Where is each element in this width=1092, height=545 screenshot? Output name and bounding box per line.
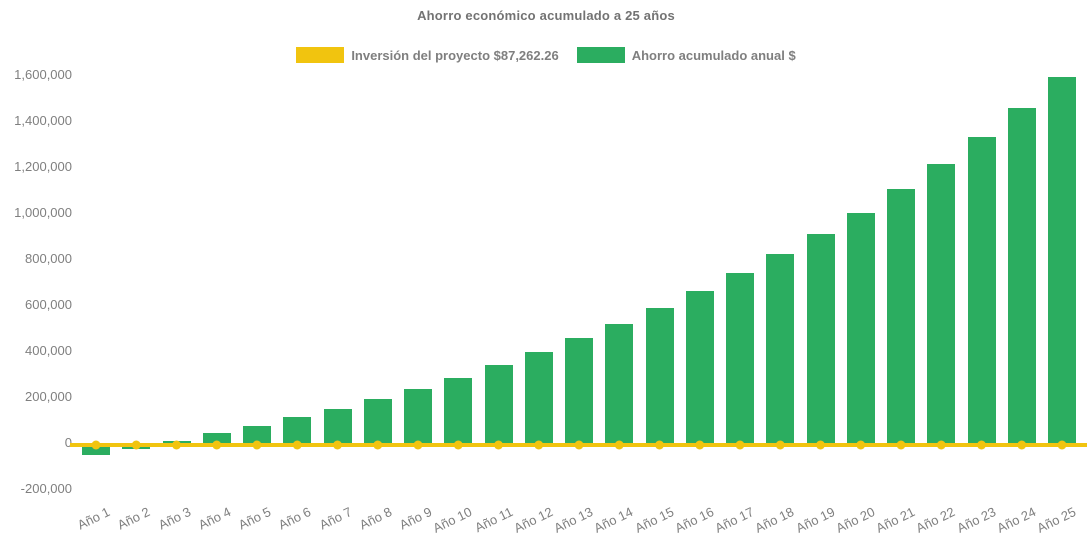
- bar: [484, 364, 513, 443]
- bar: [202, 432, 231, 443]
- line-marker: [172, 440, 181, 450]
- bar: [766, 253, 795, 443]
- legend-item: Ahorro acumulado anual $: [576, 47, 796, 63]
- bar: [967, 137, 996, 443]
- chart-title: Ahorro económico acumulado a 25 años: [417, 8, 675, 23]
- bar: [1048, 77, 1076, 443]
- legend-label: Ahorro acumulado anual $: [631, 47, 796, 63]
- line-marker: [735, 440, 745, 450]
- line-marker: [655, 440, 664, 450]
- line-marker: [896, 440, 906, 450]
- line-marker: [936, 440, 946, 450]
- bar: [605, 324, 634, 443]
- bar: [323, 408, 352, 443]
- legend-label: Inversión del proyecto $87,262.26: [351, 47, 559, 63]
- legend-swatch: [576, 47, 625, 63]
- bar: [806, 233, 835, 443]
- bar: [444, 377, 473, 443]
- y-tick-label: 0: [64, 435, 72, 450]
- legend-item: Inversión del proyecto $87,262.26: [296, 47, 559, 63]
- line-marker: [574, 440, 584, 450]
- line-marker: [212, 440, 222, 450]
- y-tick-label: 1,200,000: [14, 159, 72, 174]
- bar: [685, 290, 714, 443]
- bar: [846, 212, 875, 443]
- bar: [1007, 108, 1036, 443]
- bar: [565, 337, 593, 443]
- line-marker: [856, 440, 866, 450]
- line-marker: [1057, 440, 1067, 450]
- line-marker: [534, 440, 544, 450]
- line-marker: [252, 440, 262, 450]
- line-marker: [413, 440, 423, 450]
- bar: [243, 425, 271, 443]
- line-marker: [494, 440, 503, 450]
- legend: Inversión del proyecto $87,262.26 Ahorro …: [0, 47, 1092, 63]
- bar: [404, 388, 432, 443]
- y-tick-label: 1,400,000: [14, 113, 72, 128]
- legend-swatch: [296, 47, 345, 63]
- line-marker: [614, 440, 624, 450]
- bar: [726, 273, 754, 443]
- line-marker: [1017, 440, 1027, 450]
- y-tick-label: 800,000: [25, 251, 72, 266]
- bar: [927, 164, 956, 443]
- line-marker: [91, 440, 101, 450]
- line-marker: [292, 440, 302, 450]
- line-marker: [977, 440, 986, 450]
- line-marker: [695, 440, 705, 450]
- bar: [524, 352, 553, 443]
- y-tick-label: 400,000: [25, 343, 72, 358]
- line-marker: [333, 440, 342, 450]
- y-tick-label: 200,000: [25, 389, 72, 404]
- y-tick-label: 1,600,000: [14, 67, 72, 82]
- line-marker: [131, 440, 141, 450]
- y-tick-label: 1,000,000: [14, 205, 72, 220]
- y-tick-label: 600,000: [25, 297, 72, 312]
- line-marker: [816, 440, 825, 450]
- line-marker: [373, 440, 383, 450]
- bar: [283, 417, 312, 443]
- bar: [645, 308, 674, 443]
- line-marker: [775, 440, 785, 450]
- bar: [887, 189, 915, 443]
- line-marker: [453, 440, 463, 450]
- bar: [363, 399, 392, 443]
- y-tick-label: -200,000: [20, 481, 72, 496]
